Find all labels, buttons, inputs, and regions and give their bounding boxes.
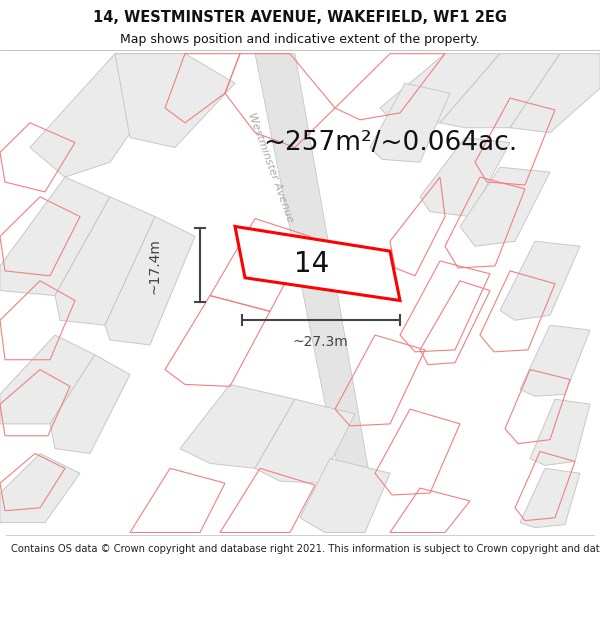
Polygon shape: [370, 83, 450, 162]
Text: Westminster Avenue: Westminster Avenue: [247, 111, 296, 224]
Polygon shape: [300, 459, 390, 532]
Text: Contains OS data © Crown copyright and database right 2021. This information is : Contains OS data © Crown copyright and d…: [11, 544, 600, 554]
Polygon shape: [0, 177, 110, 296]
Text: Map shows position and indicative extent of the property.: Map shows position and indicative extent…: [120, 33, 480, 46]
Polygon shape: [180, 384, 295, 468]
Polygon shape: [460, 168, 550, 246]
Polygon shape: [520, 468, 580, 528]
Polygon shape: [55, 197, 155, 325]
Polygon shape: [255, 54, 370, 478]
Text: ~17.4m: ~17.4m: [148, 238, 162, 294]
Polygon shape: [420, 138, 510, 217]
Polygon shape: [530, 399, 590, 466]
Polygon shape: [0, 454, 80, 522]
Text: 14: 14: [295, 250, 329, 278]
Polygon shape: [380, 54, 500, 122]
Text: ~257m²/~0.064ac.: ~257m²/~0.064ac.: [263, 129, 517, 156]
Polygon shape: [520, 325, 590, 396]
Polygon shape: [255, 399, 355, 483]
Text: 14, WESTMINSTER AVENUE, WAKEFIELD, WF1 2EG: 14, WESTMINSTER AVENUE, WAKEFIELD, WF1 2…: [93, 10, 507, 25]
Polygon shape: [50, 355, 130, 454]
Text: ~27.3m: ~27.3m: [292, 335, 348, 349]
Polygon shape: [500, 241, 580, 320]
Polygon shape: [0, 335, 95, 424]
Polygon shape: [510, 54, 600, 132]
Polygon shape: [440, 54, 560, 128]
Polygon shape: [235, 226, 400, 301]
Polygon shape: [115, 54, 235, 148]
Polygon shape: [30, 54, 185, 177]
Polygon shape: [105, 217, 195, 345]
